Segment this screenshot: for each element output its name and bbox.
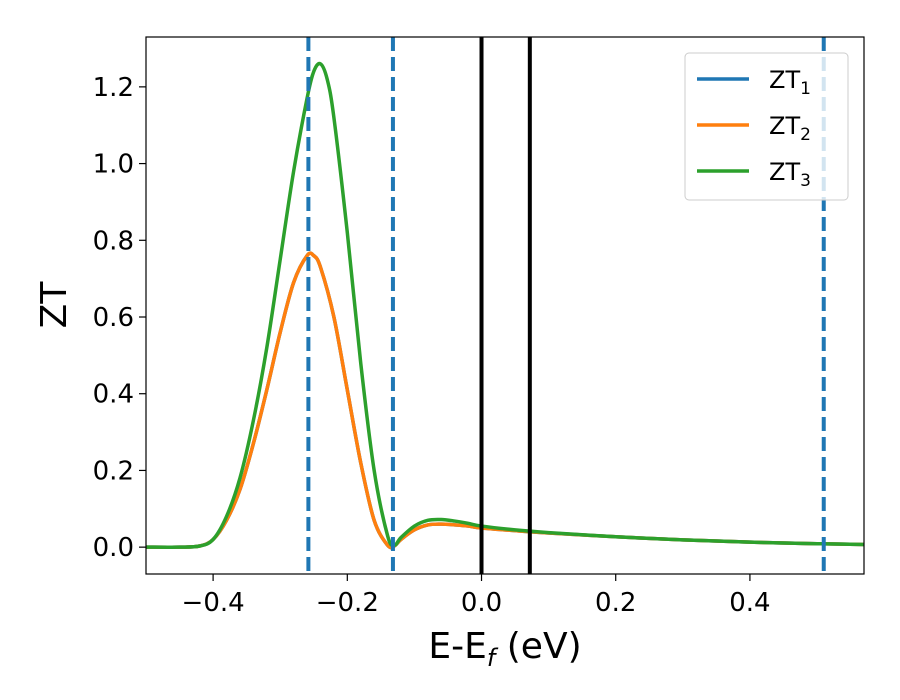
- x-axis-label: E-Ef (eV): [428, 626, 581, 672]
- legend-entry-1: ZT1: [769, 66, 811, 99]
- x-tick-label: −0.4: [182, 588, 245, 618]
- x-tick-label: 0.4: [729, 588, 770, 618]
- axes-frame: [145, 36, 865, 575]
- series-line-1: [146, 251, 864, 550]
- y-axis-label: ZT: [34, 281, 75, 329]
- y-tick-label: 0.0: [93, 533, 134, 563]
- legend-box: [684, 52, 849, 201]
- x-tick-label: 0.0: [461, 588, 502, 618]
- y-tick-label: 0.8: [93, 226, 134, 256]
- x-axis-label-main: E-E: [428, 626, 486, 667]
- legend-entry-2: ZT2: [769, 112, 811, 145]
- y-axis-ticks: 0.0 0.2 0.4 0.6 0.8 1.0 1.2: [93, 73, 146, 563]
- legend: ZT1 ZT2 ZT3: [684, 52, 849, 201]
- reference-lines: [306, 37, 826, 574]
- x-tick-label: 0.2: [595, 588, 636, 618]
- y-tick-label: 0.4: [93, 380, 134, 410]
- x-axis-ticks: −0.4 −0.2 0.0 0.2 0.4: [182, 574, 771, 618]
- y-tick-label: 1.2: [93, 73, 134, 103]
- y-tick-label: 0.6: [93, 303, 134, 333]
- series-line-2: [146, 251, 864, 550]
- x-tick-label: −0.2: [316, 588, 379, 618]
- y-tick-label: 0.2: [93, 456, 134, 486]
- legend-entry-3: ZT3: [769, 158, 811, 191]
- x-axis-label-tail: (eV): [495, 626, 581, 667]
- y-tick-label: 1.0: [93, 150, 134, 180]
